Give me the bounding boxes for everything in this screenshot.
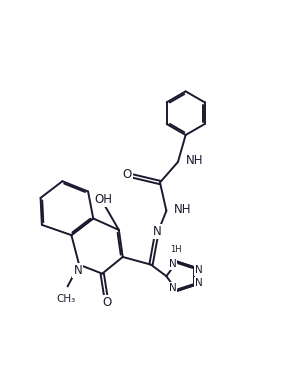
Text: CH₃: CH₃ <box>57 294 76 304</box>
Text: 1H: 1H <box>170 245 181 254</box>
Text: NH: NH <box>174 203 192 216</box>
Text: N: N <box>153 225 162 238</box>
Text: NH: NH <box>186 154 203 167</box>
Text: N: N <box>74 264 82 277</box>
Text: N: N <box>195 278 203 288</box>
Text: O: O <box>103 296 112 309</box>
Text: N: N <box>195 265 203 275</box>
Text: N: N <box>168 283 176 293</box>
Text: OH: OH <box>95 193 112 207</box>
Text: O: O <box>123 168 132 181</box>
Text: N: N <box>168 259 176 269</box>
